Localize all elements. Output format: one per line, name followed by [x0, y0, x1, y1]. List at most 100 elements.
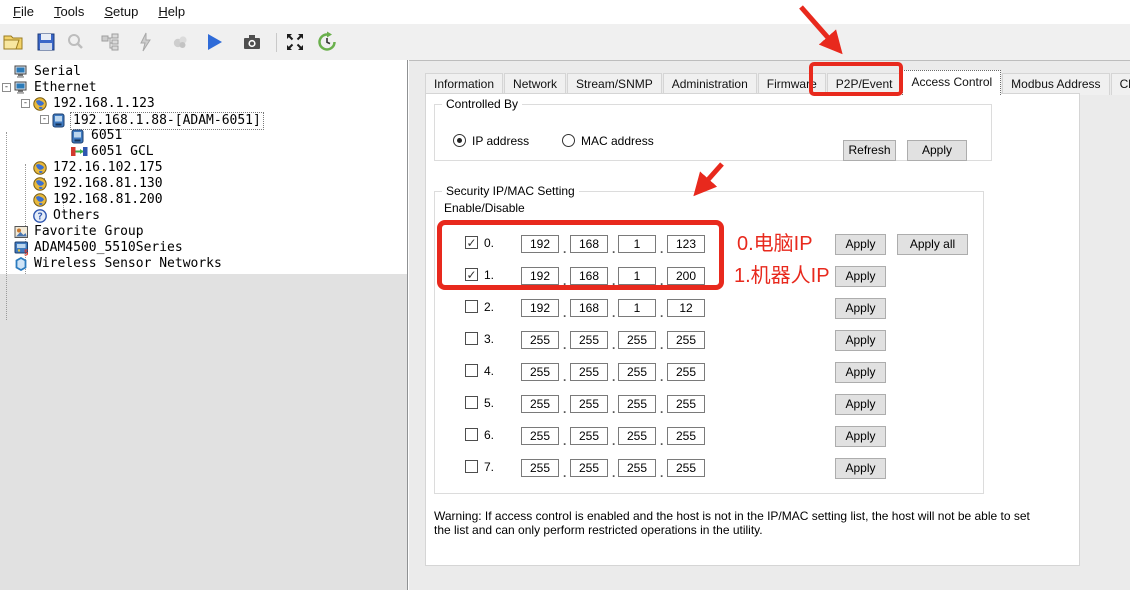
row-apply-button[interactable]: Apply: [835, 298, 886, 319]
ip-octet-field[interactable]: 255: [570, 459, 608, 477]
menu-help[interactable]: Help: [158, 4, 186, 19]
menu-setup[interactable]: Setup: [104, 4, 139, 19]
tree-item-label[interactable]: ADAM4500_5510Series: [34, 240, 183, 255]
tab-p2p-event[interactable]: P2P/Event: [826, 73, 902, 95]
ip-octet-field[interactable]: 255: [618, 363, 656, 381]
ip-octet-field[interactable]: 255: [570, 427, 608, 445]
ip-octet-field[interactable]: 192: [521, 235, 559, 253]
tree-expander-icon[interactable]: -: [40, 114, 49, 124]
ip-octet-field[interactable]: 168: [570, 267, 608, 285]
octet-dot-separator: .: [612, 370, 616, 384]
menu-tools[interactable]: Tools: [53, 4, 85, 19]
ip-octet-field[interactable]: 168: [570, 235, 608, 253]
tree-expander-icon[interactable]: -: [21, 98, 30, 108]
favorite-icon: [14, 225, 30, 239]
tree-item-label[interactable]: 172.16.102.175: [53, 160, 163, 175]
tab-cloud[interactable]: Cloud: [1110, 73, 1130, 95]
tab-firmware[interactable]: Firmware: [757, 73, 826, 95]
globe-icon: [33, 97, 49, 111]
checkbox-unchecked-icon[interactable]: [465, 396, 478, 409]
tree-item-label[interactable]: 192.168.1.123: [53, 96, 155, 111]
ip-octet-field[interactable]: 255: [667, 459, 705, 477]
ip-octet-field[interactable]: 255: [570, 363, 608, 381]
ip-octet-field[interactable]: 200: [667, 267, 705, 285]
ip-octet-field[interactable]: 12: [667, 299, 705, 317]
row-apply-button[interactable]: Apply: [835, 330, 886, 351]
row-apply-button[interactable]: Apply: [835, 394, 886, 415]
group-config-icon[interactable]: [99, 31, 121, 53]
ip-octet-field[interactable]: 255: [618, 395, 656, 413]
tab-stream-snmp[interactable]: Stream/SNMP: [567, 73, 662, 95]
ip-octet-field[interactable]: 255: [618, 459, 656, 477]
ip-octet-field[interactable]: 255: [667, 331, 705, 349]
ip-octet-field[interactable]: 255: [667, 363, 705, 381]
open-file-icon[interactable]: [2, 31, 24, 53]
flash-icon[interactable]: [134, 31, 156, 53]
octet-dot-separator: .: [612, 306, 616, 320]
apply-button[interactable]: Apply: [907, 140, 967, 161]
ip-octet-field[interactable]: 255: [521, 427, 559, 445]
computer-icon: [14, 65, 30, 79]
checkbox-unchecked-icon[interactable]: [465, 428, 478, 441]
ip-octet-field[interactable]: 1: [618, 235, 656, 253]
ip-octet-field[interactable]: 192: [521, 267, 559, 285]
ip-octet-field[interactable]: 255: [667, 395, 705, 413]
tab-access-control[interactable]: Access Control: [902, 70, 1002, 95]
tree-item-label[interactable]: Others: [53, 208, 100, 223]
tree-item-label[interactable]: Favorite Group: [34, 224, 144, 239]
ip-octet-field[interactable]: 1: [618, 299, 656, 317]
ip-octet-field[interactable]: 255: [521, 331, 559, 349]
search-icon[interactable]: [64, 31, 86, 53]
tree-item-label[interactable]: 192.168.81.130: [53, 176, 163, 191]
ip-octet-field[interactable]: 255: [521, 459, 559, 477]
refresh-rate-icon[interactable]: [316, 31, 338, 53]
ip-octet-field[interactable]: 255: [521, 395, 559, 413]
tab-information[interactable]: Information: [425, 73, 504, 95]
checkbox-unchecked-icon[interactable]: [465, 332, 478, 345]
ip-octet-field[interactable]: 168: [570, 299, 608, 317]
tree-guide: [63, 194, 64, 210]
radio-circle-icon[interactable]: [453, 134, 466, 147]
ip-octet-field[interactable]: 255: [570, 395, 608, 413]
menu-file[interactable]: File: [13, 4, 34, 19]
fullscreen-icon[interactable]: [284, 31, 306, 53]
checkbox-unchecked-icon[interactable]: [465, 300, 478, 313]
offline-icon[interactable]: [169, 31, 191, 53]
tree-item-label[interactable]: 192.168.1.88-[ADAM-6051]: [70, 112, 264, 130]
run-icon[interactable]: [203, 31, 225, 53]
row-apply-button[interactable]: Apply: [835, 234, 886, 255]
tab-modbus-address[interactable]: Modbus Address: [1002, 73, 1110, 95]
ip-octet-field[interactable]: 255: [521, 363, 559, 381]
ip-octet-field[interactable]: 1: [618, 267, 656, 285]
tree-item-label[interactable]: 6051 GCL: [91, 144, 154, 159]
ip-octet-field[interactable]: 255: [618, 331, 656, 349]
tab-administration[interactable]: Administration: [662, 73, 757, 95]
checkbox-unchecked-icon[interactable]: [465, 364, 478, 377]
snapshot-icon[interactable]: [241, 31, 263, 53]
tree-expander-icon[interactable]: -: [2, 82, 11, 92]
row-apply-button[interactable]: Apply: [835, 362, 886, 383]
tree-item-label[interactable]: Serial: [34, 64, 81, 79]
row-apply-button[interactable]: Apply: [835, 266, 886, 287]
ip-octet-field[interactable]: 123: [667, 235, 705, 253]
ip-octet-field[interactable]: 255: [618, 427, 656, 445]
tab-network[interactable]: Network: [504, 73, 567, 95]
radio-circle-icon[interactable]: [562, 134, 575, 147]
checkbox-checked-icon[interactable]: ✓: [465, 268, 478, 282]
tree-item-label[interactable]: Ethernet: [34, 80, 97, 95]
row-apply-button[interactable]: Apply: [835, 426, 886, 447]
checkbox-unchecked-icon[interactable]: [465, 460, 478, 473]
tree-item-label[interactable]: 6051: [91, 128, 123, 143]
ip-octet-field[interactable]: 255: [570, 331, 608, 349]
ip-octet-field[interactable]: 255: [667, 427, 705, 445]
tree-item-label[interactable]: 192.168.81.200: [53, 192, 163, 207]
save-icon[interactable]: [35, 31, 57, 53]
checkbox-checked-icon[interactable]: ✓: [465, 236, 478, 250]
apply-all-button[interactable]: Apply all: [897, 234, 968, 255]
ip-octet-field[interactable]: 192: [521, 299, 559, 317]
row-apply-button[interactable]: Apply: [835, 458, 886, 479]
tree-item-label[interactable]: Wireless Sensor Networks: [34, 256, 222, 271]
octet-dot-separator: .: [612, 402, 616, 416]
refresh-button[interactable]: Refresh: [843, 140, 896, 161]
octet-dot-separator: .: [660, 434, 664, 448]
